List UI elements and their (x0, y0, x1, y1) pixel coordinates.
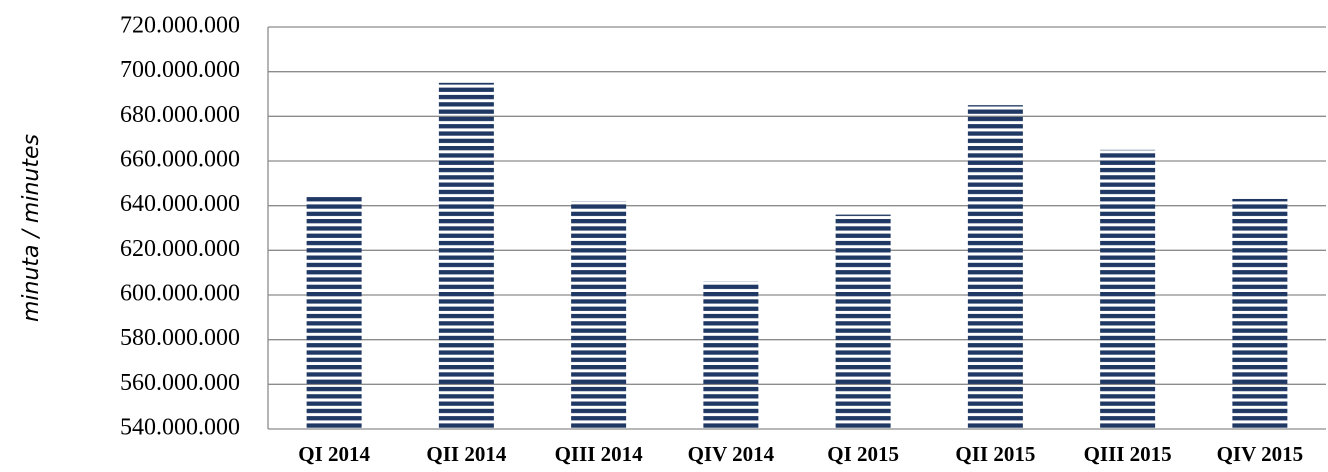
y-tick-label: 720.000.000 (120, 13, 240, 39)
x-tick-label: QI 2015 (827, 442, 899, 466)
x-tick-label: QI 2014 (298, 442, 370, 466)
y-tick-label: 680.000.000 (120, 102, 240, 128)
bar (571, 201, 627, 429)
x-tick-label: QIII 2015 (1084, 442, 1172, 466)
x-tick-label: QIV 2014 (688, 442, 775, 466)
bar (835, 214, 891, 429)
y-tick-label: 580.000.000 (120, 325, 240, 351)
y-axis-label: minuta / minutes (19, 134, 44, 322)
bar (967, 105, 1023, 430)
bar (1100, 149, 1156, 430)
y-tick-label: 660.000.000 (120, 147, 240, 173)
y-tick-label: 700.000.000 (120, 57, 240, 83)
x-tick-label: QIII 2014 (555, 442, 644, 466)
y-tick-label: 620.000.000 (120, 236, 240, 262)
bar (306, 194, 362, 429)
bar (438, 82, 494, 429)
x-tick-label: QIV 2015 (1217, 442, 1304, 466)
y-tick-label: 540.000.000 (120, 415, 240, 441)
y-tick-label: 640.000.000 (120, 191, 240, 217)
bar (703, 281, 759, 429)
x-tick-label: QII 2015 (955, 442, 1035, 466)
x-tick-label: QII 2014 (426, 442, 506, 466)
y-tick-label: 600.000.000 (120, 281, 240, 307)
bar (1232, 198, 1288, 429)
y-tick-label: 560.000.000 (120, 370, 240, 396)
